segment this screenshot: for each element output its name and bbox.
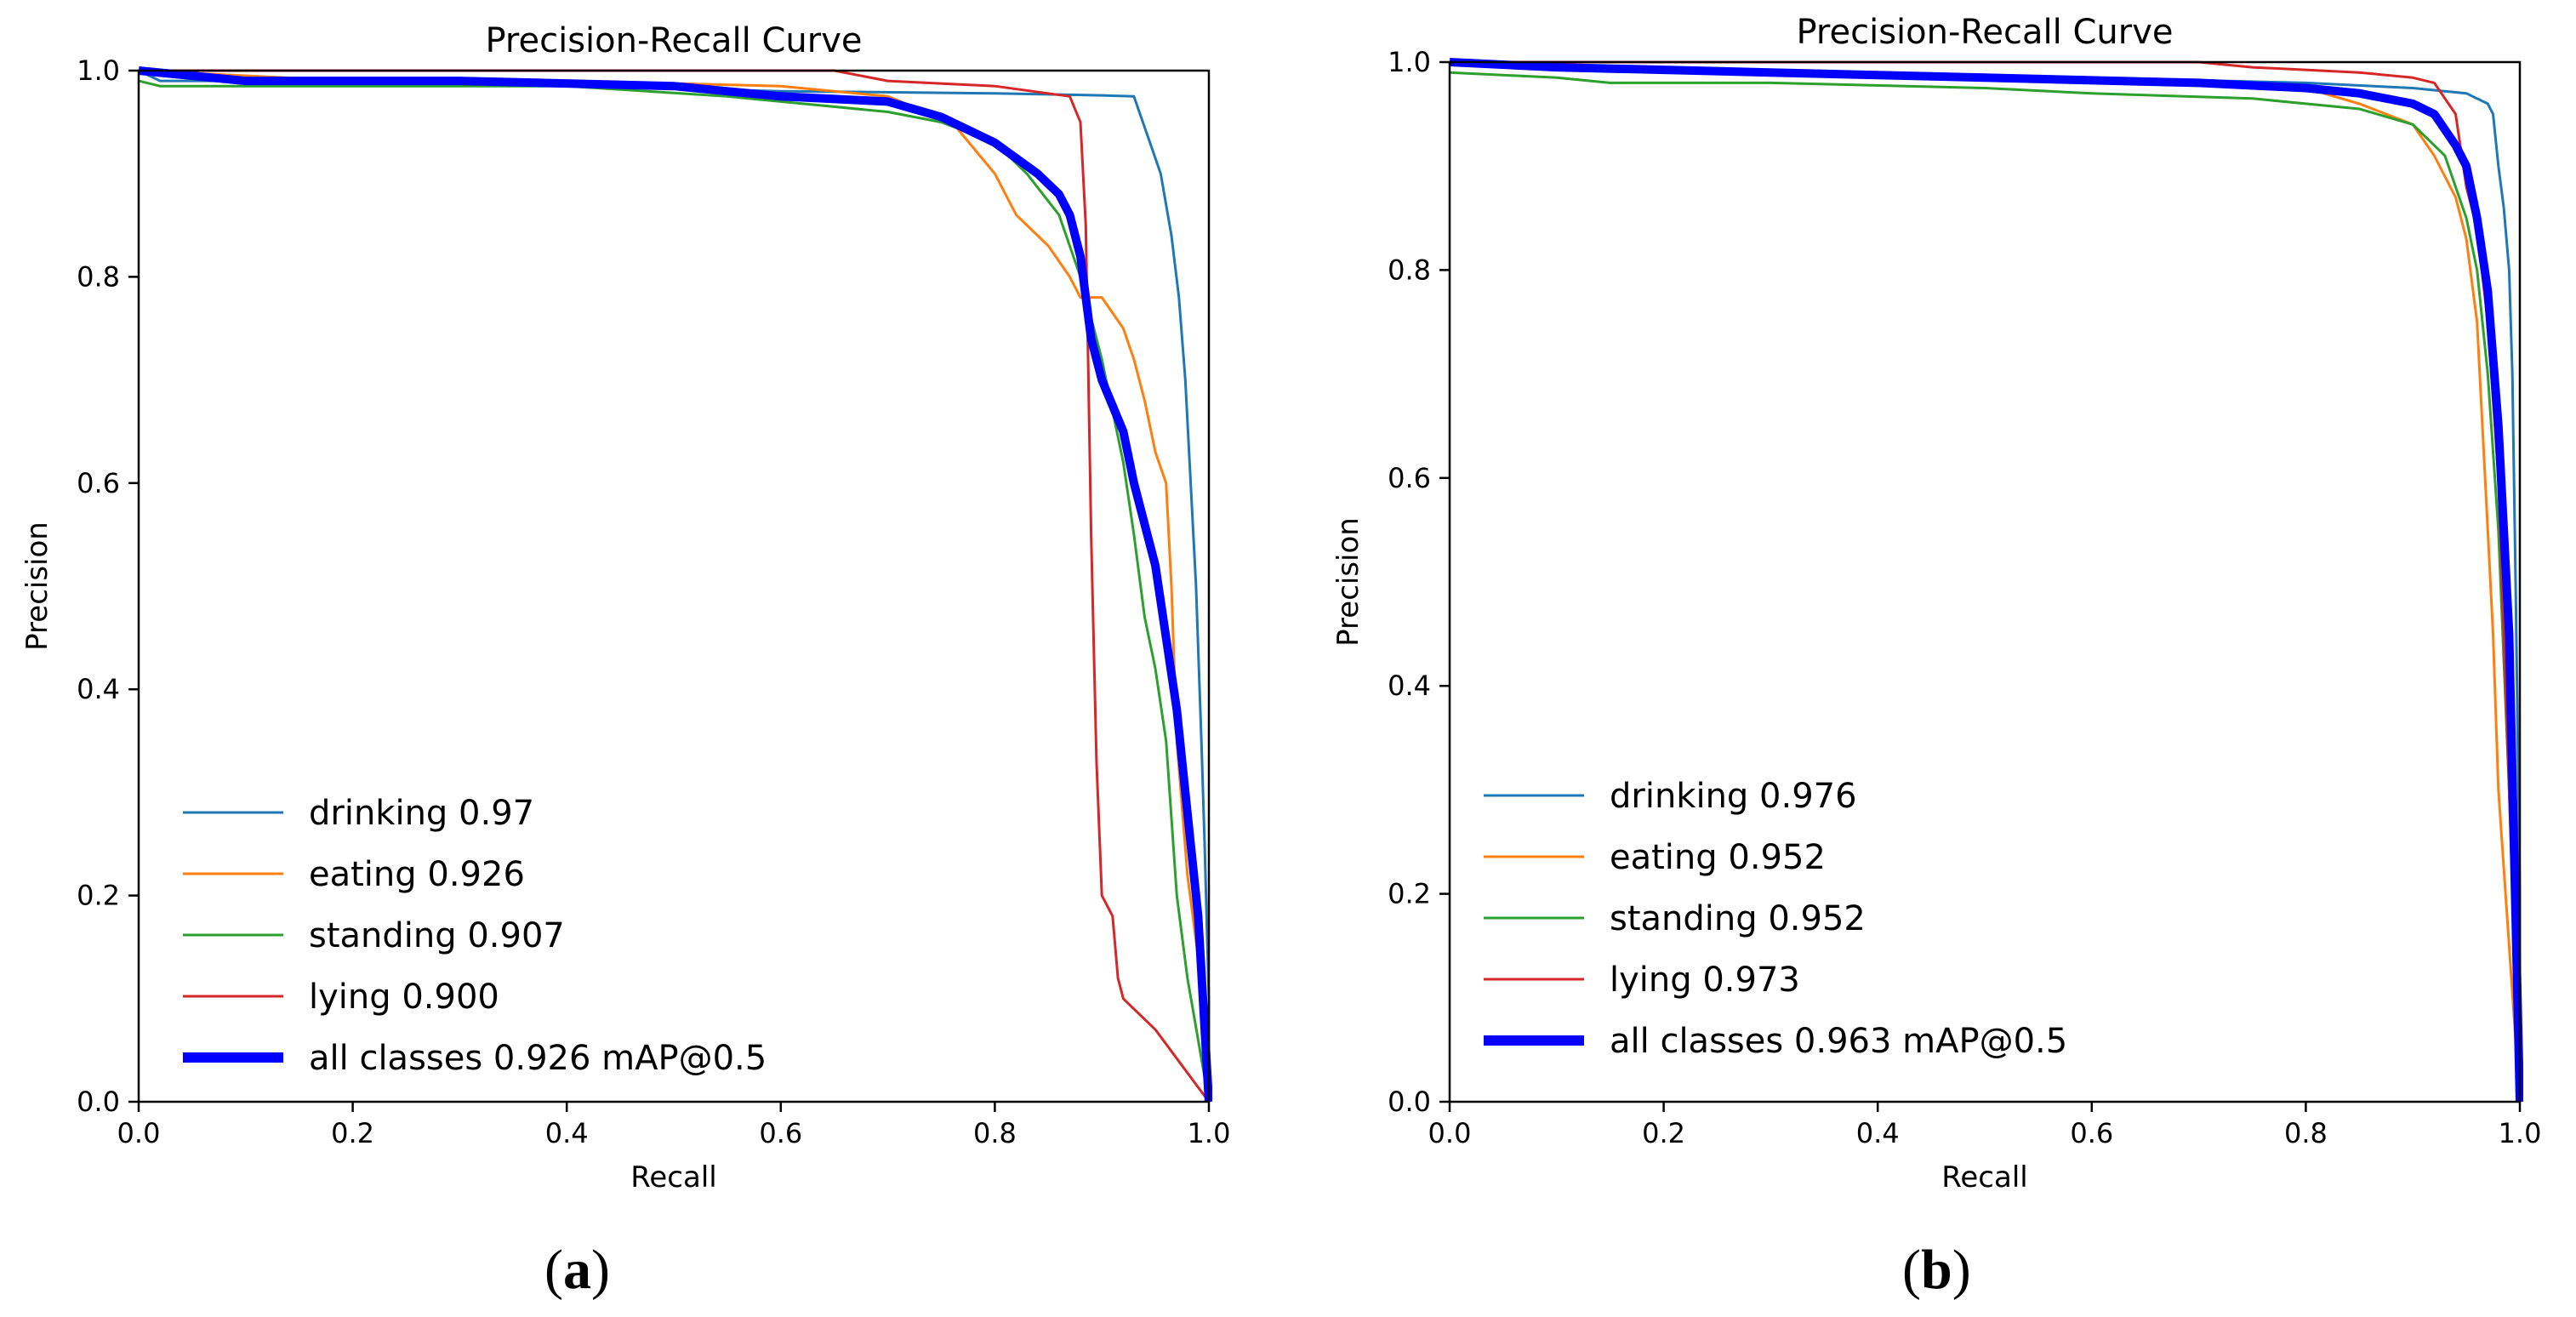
series-line-eating bbox=[1449, 60, 2522, 1103]
x-tick-label: 0.8 bbox=[973, 1117, 1017, 1149]
axes-frame bbox=[1448, 60, 2522, 1103]
legend-label-all-classes: all classes 0.963 mAP@0.5 bbox=[1610, 1022, 2067, 1061]
series-line-lying bbox=[1450, 60, 2522, 1103]
x-tick-label: 0.6 bbox=[759, 1117, 802, 1149]
series-line-eating bbox=[138, 69, 1211, 1103]
legend-label-lying: lying 0.973 bbox=[1610, 961, 1800, 1000]
x-tick-label: 0.8 bbox=[2284, 1117, 2328, 1149]
y-axis-label: Precision bbox=[1331, 517, 1365, 647]
series-line-drinking bbox=[138, 69, 1211, 1102]
chart-panel-a: 0.0 0.2 0.4 0.6 0.8 1.0 0.0 0.2 0.4 0.6 0.8 1.0 Prec… bbox=[20, 21, 1231, 1301]
y-tick-label: 1.0 bbox=[1388, 46, 1431, 78]
series-line-standing bbox=[138, 79, 1211, 1103]
y-tick-label: 0.6 bbox=[77, 467, 120, 499]
y-tick-label: 0.8 bbox=[77, 260, 120, 293]
x-tick-label: 0.2 bbox=[1642, 1117, 1685, 1149]
legend-label-standing: standing 0.907 bbox=[309, 916, 565, 955]
y-tick-label: 1.0 bbox=[77, 54, 120, 87]
y-tick-label: 0.4 bbox=[77, 673, 120, 705]
panel-label-b: (b) bbox=[1902, 1239, 1971, 1301]
x-tick-label: 0.6 bbox=[2070, 1117, 2113, 1149]
y-tick-label: 0.6 bbox=[1388, 462, 1431, 494]
x-axis-label: Recall bbox=[630, 1160, 716, 1194]
x-tick-label: 1.0 bbox=[1188, 1117, 1231, 1149]
y-tick-label: 0.0 bbox=[1388, 1086, 1431, 1118]
x-tick-label: 0.0 bbox=[1428, 1117, 1472, 1149]
pr-curve-chart-a: 0.0 0.2 0.4 0.6 0.8 1.0 0.0 0.2 0.4 0.6 0.8 1.0 Prec… bbox=[20, 21, 1231, 1194]
series-line-drinking bbox=[1449, 60, 2522, 1102]
series-line-all-classes bbox=[138, 66, 1212, 1103]
series-line-all-classes bbox=[1449, 58, 2523, 1103]
legend-label-drinking: drinking 0.976 bbox=[1610, 777, 1857, 816]
y-tick-label: 0.2 bbox=[77, 880, 120, 912]
y-axis-label: Precision bbox=[20, 522, 54, 651]
x-tick-label: 0.4 bbox=[545, 1117, 589, 1149]
pr-curve-chart-b: 0.0 0.2 0.4 0.6 0.8 1.0 0.0 0.2 0.4 0.6 0.8 1.0 Prec… bbox=[1331, 13, 2542, 1194]
panel-label-a: (a) bbox=[544, 1239, 610, 1301]
legend-label-all-classes: all classes 0.926 mAP@0.5 bbox=[309, 1039, 767, 1078]
chart-title: Precision-Recall Curve bbox=[1797, 13, 2174, 52]
x-tick-label: 1.0 bbox=[2499, 1117, 2542, 1149]
chart-title: Precision-Recall Curve bbox=[486, 21, 863, 60]
legend-label-eating: eating 0.926 bbox=[309, 855, 525, 894]
axes-frame bbox=[137, 69, 1211, 1103]
panel-label-letter-a: a bbox=[562, 1239, 591, 1301]
y-tick-label: 0.0 bbox=[77, 1086, 120, 1118]
legend-label-standing: standing 0.952 bbox=[1610, 899, 1866, 938]
legend-label-eating: eating 0.952 bbox=[1610, 838, 1826, 877]
legend-label-lying: lying 0.900 bbox=[309, 978, 499, 1017]
legend-label-drinking: drinking 0.97 bbox=[309, 794, 534, 833]
x-axis-label: Recall bbox=[1941, 1160, 2027, 1194]
chart-panel-b: 0.0 0.2 0.4 0.6 0.8 1.0 0.0 0.2 0.4 0.6 0.8 1.0 Prec… bbox=[1288, 0, 2576, 1317]
y-tick-label: 0.2 bbox=[1388, 878, 1431, 910]
x-tick-label: 0.4 bbox=[1856, 1117, 1900, 1149]
series-line-standing bbox=[1449, 71, 2522, 1103]
series-line-lying bbox=[139, 69, 1211, 1103]
x-tick-label: 0.0 bbox=[117, 1117, 161, 1149]
y-tick-label: 0.4 bbox=[1388, 670, 1431, 702]
panel-label-letter-b: b bbox=[1920, 1239, 1952, 1301]
y-tick-label: 0.8 bbox=[1388, 254, 1431, 286]
x-tick-label: 0.2 bbox=[331, 1117, 374, 1149]
